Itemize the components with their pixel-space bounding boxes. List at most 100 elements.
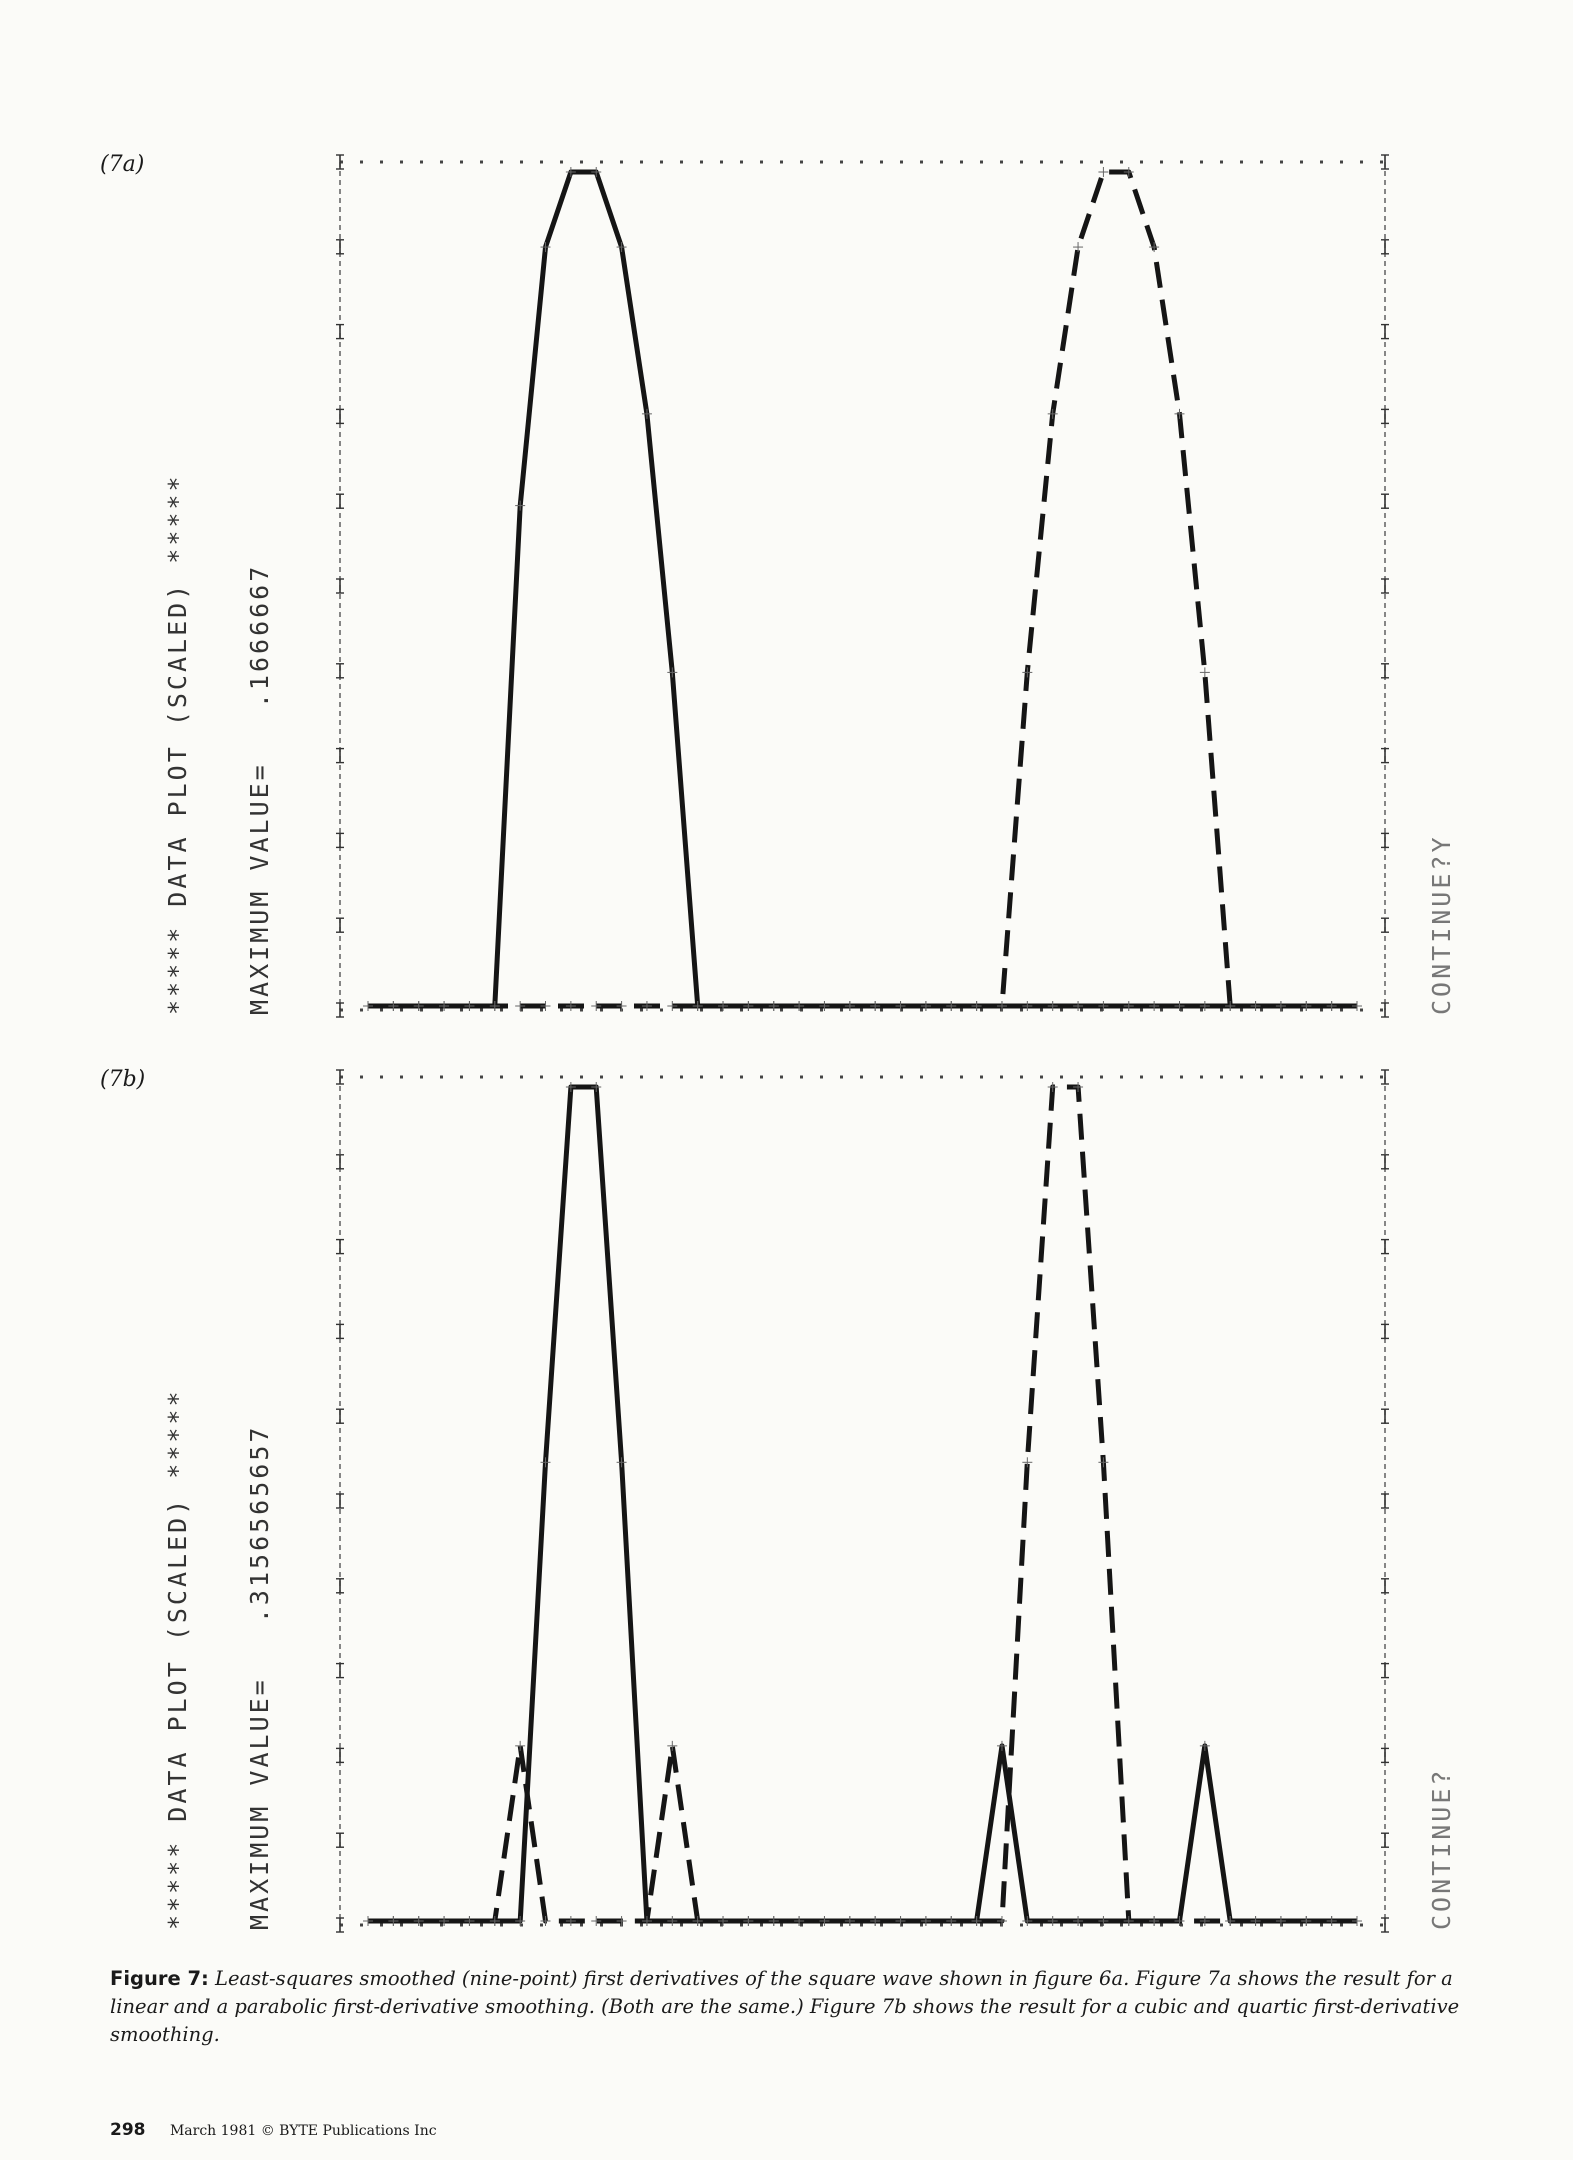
data-point-dashed-b-32 xyxy=(1174,1916,1185,1926)
plot-title-b: ***** DATA PLOT (SCALED) ***** xyxy=(163,1388,192,1930)
data-point-dashed-a-39 xyxy=(1352,1001,1362,1011)
data-point-dashed-a-29 xyxy=(1098,167,1109,177)
data-point-dashed-b-37 xyxy=(1301,1916,1312,1926)
data-point-solid-b-33 xyxy=(1199,1740,1210,1751)
data-point-dashed-b-23 xyxy=(946,1916,957,1926)
data-point-dashed-a-4 xyxy=(464,1001,475,1011)
data-point-solid-b-28 xyxy=(1073,1916,1084,1926)
data-point-solid-a-30 xyxy=(1123,1001,1134,1011)
data-point-solid-b-12 xyxy=(667,1916,678,1926)
data-point-dashed-b-35 xyxy=(1250,1916,1261,1926)
data-point-solid-b-7 xyxy=(540,1457,551,1468)
page-footer: 298 March 1981 © BYTE Publications Inc xyxy=(110,2120,437,2140)
data-point-dashed-a-8 xyxy=(565,1001,576,1011)
series-dashed-line-b xyxy=(368,1084,1357,1924)
data-point-solid-a-31 xyxy=(1149,1001,1160,1011)
data-point-solid-a-9 xyxy=(591,167,602,177)
data-point-dashed-a-5 xyxy=(489,1001,500,1011)
data-point-solid-b-10 xyxy=(616,1457,627,1468)
data-point-solid-a-10 xyxy=(616,242,627,253)
data-point-dashed-a-1 xyxy=(388,1001,399,1011)
data-point-dashed-b-31 xyxy=(1149,1916,1160,1926)
data-point-dashed-b-34 xyxy=(1225,1916,1236,1926)
data-point-solid-a-33 xyxy=(1199,1001,1210,1011)
data-point-dashed-b-9 xyxy=(591,1916,602,1926)
data-point-solid-a-28 xyxy=(1073,1001,1084,1011)
data-point-dashed-a-9 xyxy=(591,1001,602,1011)
data-point-dashed-b-5 xyxy=(489,1916,500,1926)
data-point-dashed-a-33 xyxy=(1199,667,1210,678)
data-point-dashed-b-22 xyxy=(920,1916,931,1926)
data-point-dashed-b-3 xyxy=(439,1916,450,1926)
data-point-dashed-b-20 xyxy=(870,1916,881,1926)
data-point-dashed-a-31 xyxy=(1149,242,1160,253)
figure-7b: (7b) ***** DATA PLOT (SCALED) ***** MAXI… xyxy=(0,1055,1573,1935)
data-point-dashed-b-4 xyxy=(464,1916,475,1926)
data-point-dashed-a-6 xyxy=(515,1001,526,1011)
data-point-dashed-a-20 xyxy=(870,1001,881,1011)
data-point-dashed-a-7 xyxy=(540,1001,551,1011)
series-dashed-line-a xyxy=(368,169,1357,1009)
max-value-b: MAXIMUM VALUE= .3156565657 xyxy=(245,1424,274,1930)
data-point-dashed-b-1 xyxy=(388,1916,399,1926)
data-point-dashed-b-12 xyxy=(667,1740,678,1751)
data-point-dashed-a-22 xyxy=(920,1001,931,1011)
data-point-dashed-b-14 xyxy=(718,1916,729,1926)
data-point-dashed-a-10 xyxy=(616,1001,627,1011)
data-point-solid-a-27 xyxy=(1047,1001,1058,1011)
data-point-solid-b-27 xyxy=(1047,1916,1058,1926)
data-point-dashed-a-23 xyxy=(946,1001,957,1011)
data-point-dashed-b-2 xyxy=(413,1916,424,1926)
data-point-dashed-b-7 xyxy=(540,1916,551,1926)
continue-prompt-a: CONTINUE?Y xyxy=(1427,834,1456,1015)
data-point-dashed-b-36 xyxy=(1275,1916,1286,1926)
panel-label-b: (7b) xyxy=(100,1067,146,1092)
caption-label: Figure 7: xyxy=(110,1967,209,1990)
data-point-dashed-a-13 xyxy=(692,1001,703,1011)
data-point-dashed-b-27 xyxy=(1047,1082,1058,1092)
data-point-dashed-a-3 xyxy=(439,1001,450,1011)
plot-area-a xyxy=(336,154,1389,1018)
data-point-dashed-b-10 xyxy=(616,1916,627,1926)
data-point-dashed-a-38 xyxy=(1326,1001,1337,1011)
data-point-dashed-b-24 xyxy=(971,1916,982,1926)
data-point-dashed-a-26 xyxy=(1022,667,1033,678)
data-point-dashed-b-19 xyxy=(844,1916,855,1926)
figure-7a: (7a) ***** DATA PLOT (SCALED) ***** MAXI… xyxy=(0,140,1573,1020)
data-point-solid-a-6 xyxy=(515,500,526,511)
figure-caption: Figure 7: Least-squares smoothed (nine-p… xyxy=(110,1965,1500,2049)
data-point-dashed-a-19 xyxy=(844,1001,855,1011)
data-point-dashed-b-28 xyxy=(1073,1082,1084,1092)
data-point-dashed-b-26 xyxy=(1022,1457,1033,1468)
data-point-solid-a-12 xyxy=(667,667,678,678)
data-point-dashed-a-14 xyxy=(718,1001,729,1011)
data-point-dashed-b-8 xyxy=(565,1916,576,1926)
data-point-dashed-a-32 xyxy=(1174,408,1185,419)
data-point-dashed-b-33 xyxy=(1199,1916,1210,1926)
data-point-dashed-b-39 xyxy=(1352,1916,1362,1926)
panel-label-a: (7a) xyxy=(100,152,145,177)
data-point-dashed-a-16 xyxy=(768,1001,779,1011)
data-point-dashed-b-18 xyxy=(819,1916,830,1926)
data-point-dashed-a-37 xyxy=(1301,1001,1312,1011)
data-point-dashed-a-35 xyxy=(1250,1001,1261,1011)
data-point-dashed-b-0 xyxy=(363,1916,373,1926)
data-point-dashed-b-30 xyxy=(1123,1916,1134,1926)
data-point-solid-a-7 xyxy=(540,242,551,253)
data-point-dashed-b-11 xyxy=(641,1916,652,1926)
data-point-solid-b-29 xyxy=(1098,1916,1109,1926)
data-point-dashed-b-13 xyxy=(692,1916,703,1926)
data-point-dashed-a-25 xyxy=(996,1001,1007,1011)
data-point-solid-a-32 xyxy=(1174,1001,1185,1011)
data-point-solid-a-26 xyxy=(1022,1001,1033,1011)
series-solid-line-a xyxy=(368,169,1357,1009)
data-point-dashed-b-17 xyxy=(794,1916,805,1926)
data-point-dashed-a-27 xyxy=(1047,408,1058,419)
data-point-solid-b-25 xyxy=(996,1740,1007,1751)
data-point-dashed-a-18 xyxy=(819,1001,830,1011)
data-point-dashed-b-25 xyxy=(996,1916,1007,1926)
data-point-dashed-a-30 xyxy=(1123,167,1134,177)
data-point-solid-b-26 xyxy=(1022,1916,1033,1926)
data-point-dashed-a-21 xyxy=(895,1001,906,1011)
data-point-dashed-a-24 xyxy=(971,1001,982,1011)
